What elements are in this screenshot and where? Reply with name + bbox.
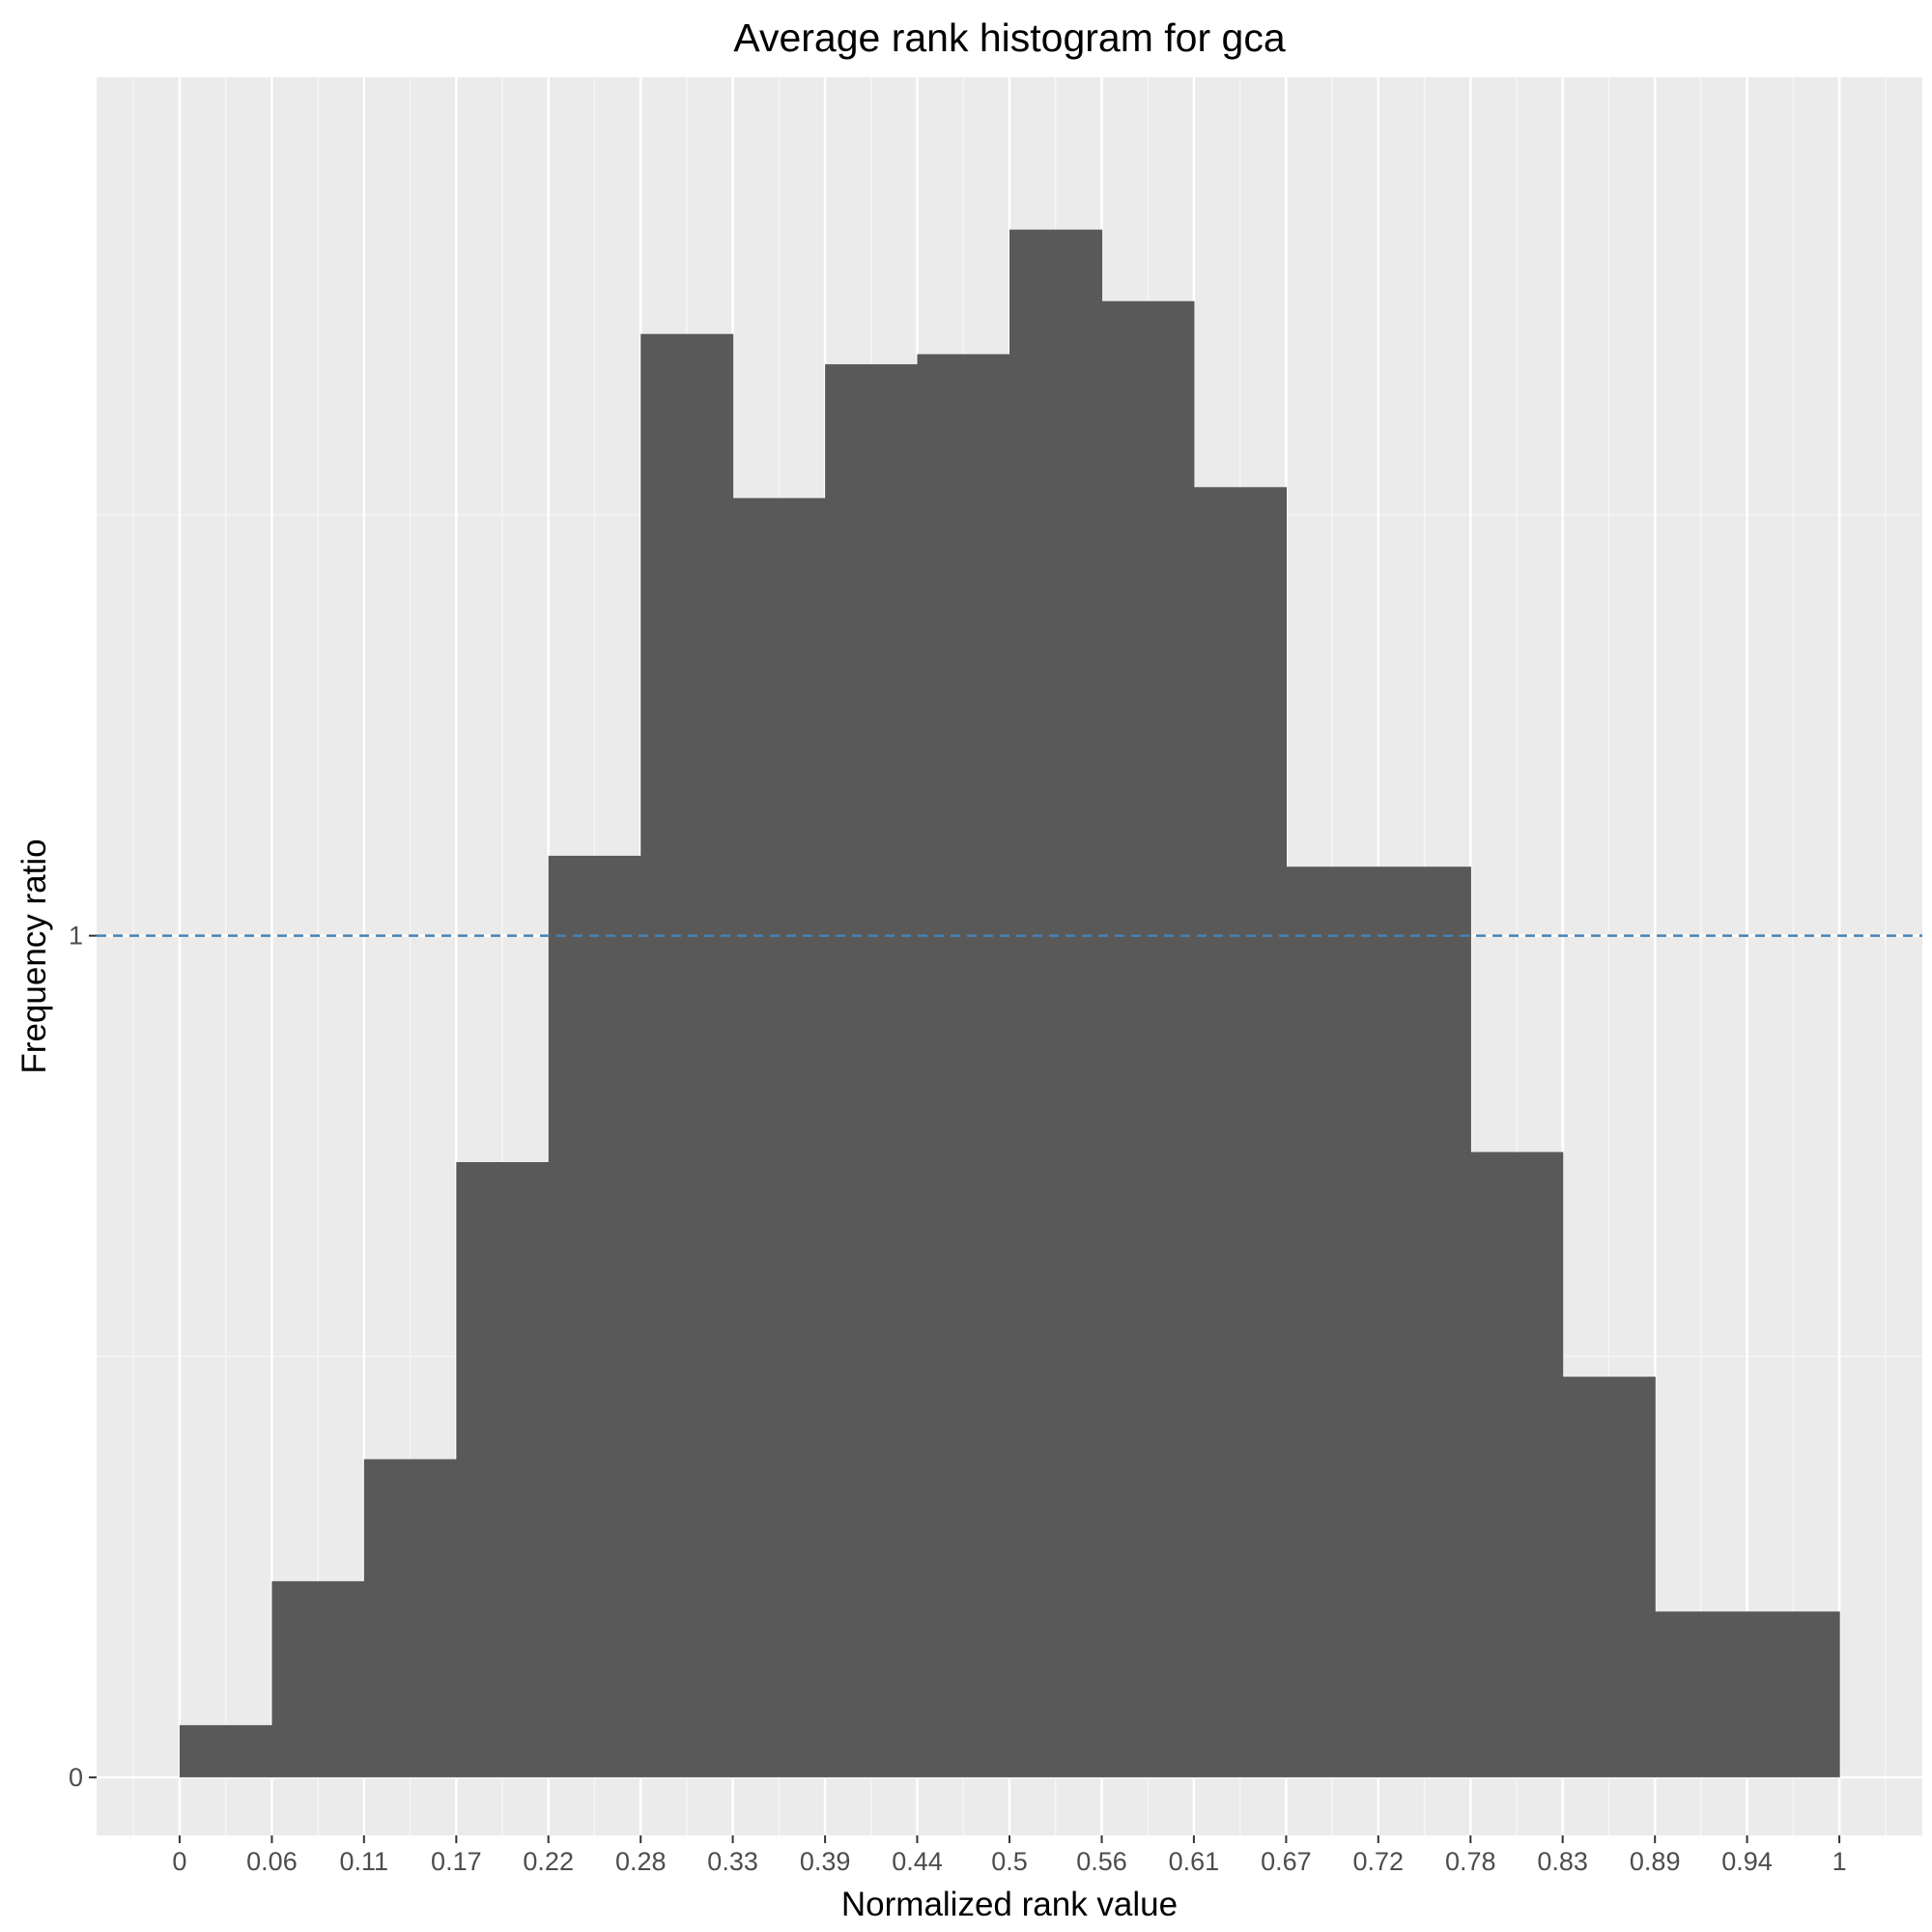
x-tick-label: 0.89 [1630,1847,1681,1876]
histogram-bar [363,1459,457,1777]
histogram-bar [640,333,734,1777]
x-tick-label: 0.33 [707,1847,758,1876]
x-axis-title: Normalized rank value [841,1886,1178,1923]
histogram-bar [1193,487,1288,1777]
x-tick-label: 0.56 [1076,1847,1127,1876]
histogram-bar [1009,229,1103,1777]
y-axis: 01 [69,922,97,1792]
histogram-bar [732,497,826,1777]
histogram-bar [548,855,641,1777]
x-tick-label: 0.28 [615,1847,667,1876]
x-tick-label: 0.94 [1721,1847,1773,1876]
histogram-bar [1562,1377,1656,1777]
histogram-bar [1655,1611,1748,1777]
histogram-bars [179,229,1840,1777]
x-tick-label: 0.72 [1352,1847,1404,1876]
x-tick-label: 0.39 [800,1847,851,1876]
y-tick-label: 0 [69,1763,83,1792]
x-tick-label: 1 [1833,1847,1847,1876]
histogram-bar [1470,1151,1564,1777]
histogram-bar [1378,867,1471,1777]
x-tick-label: 0.06 [246,1847,298,1876]
x-tick-label: 0.83 [1537,1847,1588,1876]
histogram-bar [825,364,919,1777]
y-tick-label: 1 [69,922,83,951]
histogram-bar [456,1162,550,1777]
x-tick-label: 0.5 [991,1847,1028,1876]
x-axis: 0 0.06 0.11 0.17 0.22 0.28 0.33 0.39 0.44 0.5 0.56… [172,1835,1847,1876]
x-tick-label: 0.11 [340,1847,389,1876]
chart-title: Average rank histogram for gca [733,15,1285,60]
x-tick-label: 0.17 [431,1847,482,1876]
x-tick-label: 0.22 [523,1847,574,1876]
histogram-bar [1286,867,1379,1777]
histogram-bar [271,1580,365,1777]
x-tick-label: 0.67 [1261,1847,1312,1876]
histogram-bar [917,354,1010,1777]
histogram-bar [1747,1611,1840,1777]
histogram-bar [179,1724,273,1777]
x-tick-label: 0.61 [1169,1847,1220,1876]
x-tick-label: 0.44 [892,1847,943,1876]
x-tick-label: 0.78 [1445,1847,1496,1876]
histogram-bar [1101,300,1195,1777]
y-axis-title: Frequency ratio [15,838,53,1073]
x-tick-label: 0 [172,1847,186,1876]
